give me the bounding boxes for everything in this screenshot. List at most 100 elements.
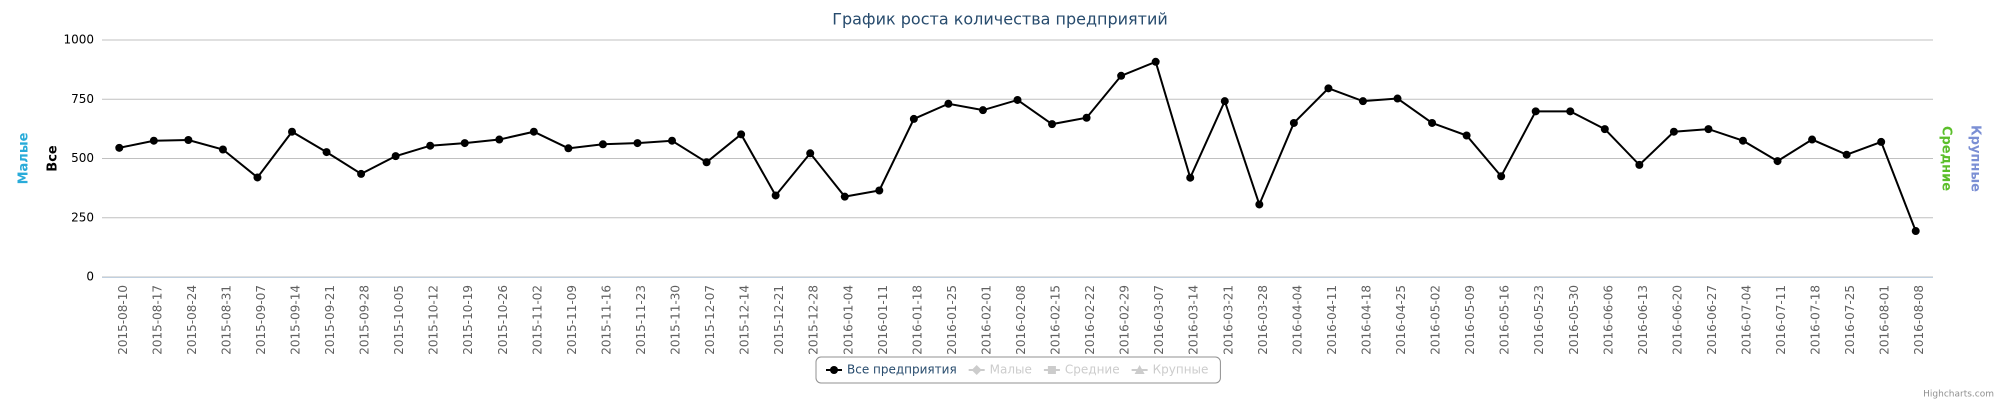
x-tick-label: 2016-06-20 (1670, 285, 1684, 355)
x-tick-label: 2015-10-19 (461, 285, 475, 355)
data-point (771, 191, 780, 200)
x-tick-label: 2015-10-12 (427, 285, 441, 355)
legend-item[interactable]: Все предприятия (826, 363, 957, 377)
data-point (1877, 137, 1886, 146)
data-point (978, 106, 987, 115)
legend-label: Малые (990, 363, 1032, 377)
y-tick-label: 500 (71, 151, 94, 165)
data-point (184, 136, 193, 145)
x-tick-label: 2016-02-22 (1083, 285, 1097, 355)
y-axis-title: Средние (1939, 126, 1954, 191)
data-point (357, 169, 366, 178)
data-point (1669, 127, 1678, 136)
x-tick-label: 2015-08-24 (185, 285, 199, 355)
x-tick-label: 2016-08-08 (1912, 285, 1926, 355)
x-tick-label: 2015-11-23 (634, 285, 648, 355)
data-point (460, 139, 469, 148)
x-tick-label: 2016-07-25 (1843, 285, 1857, 355)
x-tick-label: 2016-03-21 (1221, 285, 1235, 355)
legend-label: Крупные (1153, 363, 1209, 377)
x-tick-label: 2015-11-02 (530, 285, 544, 355)
x-tick-label: 2015-11-30 (669, 285, 683, 355)
x-tick-label: 2015-08-17 (150, 285, 164, 355)
data-point (1358, 97, 1367, 106)
x-tick-label: 2016-04-25 (1394, 285, 1408, 355)
data-point (1186, 173, 1195, 182)
credit[interactable]: Highcharts.com (1923, 390, 1994, 400)
data-point (1808, 135, 1817, 144)
x-tick-label: 2016-04-04 (1290, 285, 1304, 355)
x-tick-label: 2016-04-11 (1325, 285, 1339, 355)
x-tick-label: 2016-05-30 (1567, 285, 1581, 355)
legend-item[interactable]: Крупные (1131, 363, 1209, 377)
x-tick-label: 2016-07-04 (1739, 285, 1753, 355)
data-point (633, 139, 642, 148)
x-tick-label: 2016-02-08 (1014, 285, 1028, 355)
x-tick-label: 2015-12-14 (738, 285, 752, 355)
x-tick-label: 2015-09-28 (358, 285, 372, 355)
x-tick-label: 2016-02-01 (979, 285, 993, 355)
data-point (426, 141, 435, 150)
data-point (1911, 227, 1920, 236)
x-tick-label: 2016-05-02 (1429, 285, 1443, 355)
legend-symbol (1134, 365, 1145, 374)
data-point (1220, 97, 1229, 106)
data-point (1151, 57, 1160, 66)
data-point (1428, 118, 1437, 127)
series-line (119, 60, 1917, 232)
data-point (702, 158, 711, 167)
data-point (322, 148, 331, 157)
x-tick-label: 2016-07-18 (1809, 285, 1823, 355)
x-tick-label: 2016-05-09 (1463, 285, 1477, 355)
x-tick-label: 2016-02-15 (1049, 285, 1063, 355)
x-tick-label: 2016-07-11 (1774, 285, 1788, 355)
data-point (840, 192, 849, 201)
data-point (1082, 113, 1091, 122)
x-tick-label: 2016-06-13 (1636, 285, 1650, 355)
data-point (1393, 94, 1402, 103)
data-point (1048, 120, 1057, 129)
data-point (1324, 84, 1333, 93)
data-point (1773, 157, 1782, 166)
x-tick-label: 2016-06-27 (1705, 285, 1719, 355)
data-point (149, 136, 158, 145)
data-point (1566, 107, 1575, 116)
y-tick-label: 1000 (63, 33, 94, 47)
data-point (529, 127, 538, 136)
x-tick-label: 2015-09-21 (323, 285, 337, 355)
y-tick-label: 750 (71, 92, 94, 106)
x-tick-label: 2015-09-07 (254, 285, 268, 355)
x-tick-label: 2016-06-06 (1601, 285, 1615, 355)
x-tick-label: 2016-05-23 (1532, 285, 1546, 355)
data-point (1497, 172, 1506, 181)
data-point (391, 152, 400, 161)
data-point (1462, 131, 1471, 140)
data-point (944, 99, 953, 108)
x-tick-label: 2016-01-25 (945, 285, 959, 355)
x-tick-label: 2015-10-26 (496, 285, 510, 355)
data-point (909, 114, 918, 123)
x-tick-label: 2015-09-14 (289, 285, 303, 355)
y-axis-title: Крупные (1968, 125, 1983, 192)
data-point (1013, 95, 1022, 104)
legend-symbol (830, 366, 838, 374)
x-tick-label: 2016-03-14 (1187, 285, 1201, 355)
data-point (598, 140, 607, 149)
legend-item[interactable]: Средние (1043, 363, 1120, 377)
data-point (288, 127, 297, 136)
legend-box (815, 356, 1221, 384)
x-tick-label: 2016-05-16 (1498, 285, 1512, 355)
data-point (1117, 71, 1126, 80)
x-tick-label: 2015-12-28 (807, 285, 821, 355)
data-point (1842, 150, 1851, 159)
x-tick-label: 2016-03-28 (1256, 285, 1270, 355)
data-point (806, 149, 815, 158)
data-point (737, 130, 746, 139)
x-tick-label: 2016-01-18 (910, 285, 924, 355)
legend-label: Средние (1065, 363, 1120, 377)
data-point (253, 173, 262, 182)
legend-item[interactable]: Малые (968, 363, 1032, 377)
data-point (1255, 200, 1264, 209)
x-tick-label: 2016-08-01 (1878, 285, 1892, 355)
